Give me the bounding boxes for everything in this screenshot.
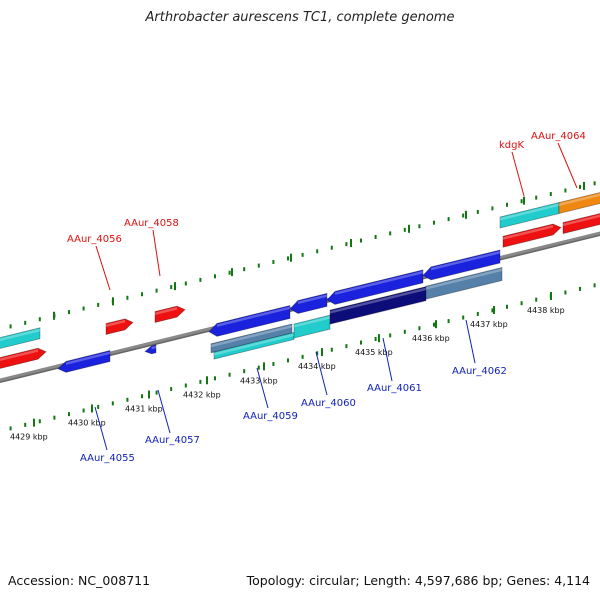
forward-gene-arrow-aaur-4064 [558,192,600,215]
gene-label-aaur-4060-leader [315,351,328,396]
forward-gene-arrow-aaur-4058 [154,305,186,324]
accession-label: Accession: NC_008711 [8,573,151,588]
cds-band-reverse-4060-highlight [294,316,330,328]
gene-label-aaur-4056: AAur_4056 [67,234,122,245]
forward-gene-arrow-left-highlight [0,349,38,362]
gene-label-aaur-4056-leader [95,245,111,291]
cds-band-forward-right-highlight [500,203,559,221]
forward-gene-arrow-right [562,213,600,235]
kbp-tick-label: 4429 kbp [10,433,48,442]
reverse-gene-arrow-aaur-4061 [326,269,424,305]
cds-band-reverse-4062-highlight [426,268,502,290]
forward-gene-arrow-aaur-4056-highlight [106,319,125,328]
gene-label-aaur-4058: AAur_4058 [124,218,179,229]
cds-band-forward-left-highlight [0,328,40,342]
gene-label-aaur-4055-leader [94,406,108,451]
gene-label-aaur-4057: AAur_4057 [145,435,200,446]
gene-label-aaur-4057-leader [157,389,171,434]
kbp-tick-label: 4437 kbp [470,320,508,329]
forward-gene-arrow-left [0,347,47,369]
cds-band-reverse-4061-highlight [330,287,426,314]
gene-label-kdgk: kdgK [499,140,524,151]
gene-features [0,192,600,373]
cds-band-reverse-4059 [210,323,293,354]
forward-gene-arrow-aaur-4058-highlight [155,307,177,316]
gene-label-kdgk-leader [511,151,525,197]
reverse-gene-arrow-aaur-4057-highlight [151,345,156,350]
forward-gene-arrow-kdgk-highlight [503,225,553,240]
gene-label-aaur-4059-leader [256,367,269,409]
kbp-tick-label: 4431 kbp [125,404,163,413]
reverse-gene-arrow-aaur-4062-highlight [431,251,500,271]
gene-label-aaur-4061-leader [382,337,393,382]
kbp-tick-label: 4430 kbp [68,418,106,427]
gene-label-aaur-4061: AAur_4061 [367,383,422,394]
reverse-gene-arrow-aaur-4062 [422,249,501,281]
kbp-tick-label: 4436 kbp [412,334,450,343]
cds-band-reverse-4062 [425,267,503,300]
forward-gene-arrow-aaur-4064-highlight [559,193,600,207]
reverse-gene-arrow-aaur-4061-highlight [335,270,423,295]
genome-title: Arthrobacter aurescens TC1, complete gen… [145,10,455,25]
cds-band-reverse-4061 [329,286,427,325]
reverse-gene-arrow-aaur-4059-highlight [217,306,290,327]
gene-label-aaur-4055: AAur_4055 [80,453,135,464]
cds-band-reverse-4059-lower [213,331,295,360]
reverse-gene-arrow-aaur-4060 [289,292,328,314]
kbp-tick-label: 4435 kbp [355,348,393,357]
reverse-gene-arrow-aaur-4055 [57,350,111,373]
gene-label-aaur-4064: AAur_4064 [531,131,586,142]
forward-gene-arrow-kdgk [502,223,562,248]
reverse-gene-arrow-aaur-4055-highlight [66,351,110,365]
gene-label-aaur-4062: AAur_4062 [452,366,507,377]
gene-label-aaur-4062-leader [465,319,476,364]
reverse-gene-arrow-aaur-4059 [208,304,291,337]
ruler-ticks: 4429 kbp 4430 kbp 4431 kbp 4432 kbp 4433 kbp… [9,181,596,442]
cds-band-reverse-4059-lower-highlight [214,333,294,356]
kbp-tick-label: 4434 kbp [298,362,336,371]
kbp-tick-label: 4433 kbp [240,376,278,385]
gene-label-aaur-4059: AAur_4059 [243,411,298,422]
cds-band-forward-left [0,327,41,349]
forward-gene-arrow-right-highlight [563,214,600,227]
gene-label-aaur-4058-leader [152,229,161,277]
reverse-gene-arrow-aaur-4060-highlight [298,294,327,304]
kbp-tick-label: 4432 kbp [183,390,221,399]
gene-label-aaur-4060: AAur_4060 [301,398,356,409]
genome-summary-label: Topology: circular; Length: 4,597,686 bp… [246,573,590,588]
reverse-gene-arrow-aaur-4057 [144,344,157,355]
gene-label-aaur-4064-leader [557,142,578,189]
cds-band-reverse-4059-highlight [211,324,292,348]
cds-band-reverse-4060 [293,314,331,339]
forward-gene-arrow-aaur-4056 [105,318,134,336]
kbp-tick-label: 4438 kbp [527,306,565,315]
